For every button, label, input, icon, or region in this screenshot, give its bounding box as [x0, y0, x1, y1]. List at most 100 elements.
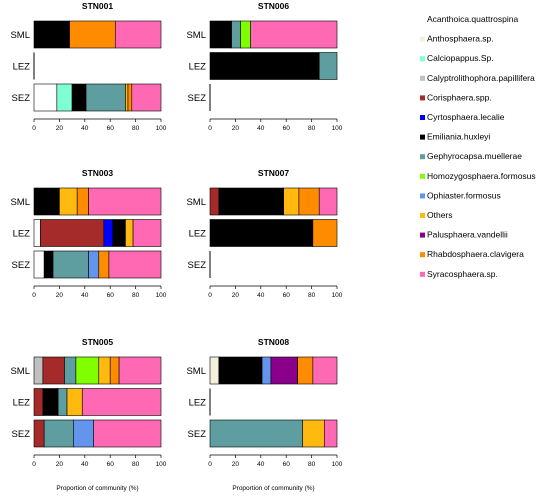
- bar-segment-syracosphaera-sp-: [250, 20, 338, 49]
- x-tick-label: 100: [156, 125, 167, 132]
- row-label: LEZ: [13, 62, 31, 73]
- bar-segment-others: [98, 356, 111, 385]
- x-tick-label: 20: [56, 292, 64, 299]
- panel-title: STN006: [258, 1, 289, 11]
- legend-label: Palusphaera.vandellii: [427, 230, 508, 240]
- x-tick-label: 0: [208, 125, 212, 132]
- bar-segment-gephyrocapsa-muellerae: [85, 83, 126, 112]
- bar-segment-others: [125, 219, 134, 247]
- legend-swatch: [420, 173, 425, 179]
- row-label: SML: [10, 366, 30, 377]
- x-tick-label: 60: [107, 125, 115, 132]
- row-label: SEZ: [188, 93, 207, 104]
- bar-row-sml: SML: [186, 20, 338, 49]
- bar-segment-gephyrocapsa-muellerae: [231, 20, 241, 49]
- bar-segment-emiliania-huxleyi: [218, 187, 284, 216]
- bar-row-sez: SEZ: [188, 419, 338, 448]
- row-label: SEZ: [12, 93, 31, 104]
- bar-segment-corisphaera-spp-: [33, 419, 45, 448]
- bar-segment-others: [66, 388, 83, 416]
- legend-entry: Syracosphaera.sp.: [420, 269, 498, 279]
- bar-segment-rhabdosphaera-clavigera: [312, 219, 338, 247]
- x-tick-label: 20: [232, 461, 240, 468]
- panel-stn005: STN005 SML LEZ SEZ 0 20 40 60 80 100: [10, 337, 166, 468]
- x-tick-label: 40: [81, 461, 89, 468]
- bar-segment-rhabdosphaera-clavigera: [298, 187, 320, 216]
- legend: Acanthoica.quattrospina Anthosphaera.sp. C…: [420, 14, 536, 279]
- legend-label: Cyrtosphaera.lecalie: [427, 112, 505, 122]
- x-axis-title: Proportion of community (%): [232, 485, 314, 492]
- bar-row-lez: LEZ: [13, 52, 35, 80]
- bar-segment-corisphaera-spp-: [40, 219, 105, 247]
- bar-row-lez: LEZ: [189, 388, 211, 416]
- bar-segment-gephyrocapsa-muellerae: [57, 388, 68, 416]
- legend-entry: Others: [420, 210, 453, 220]
- panel-stn001: STN001 SML LEZ SEZ 0 20 40 60 80 100: [10, 1, 166, 132]
- bar-segment-homozygosphaera-formosus: [240, 20, 251, 49]
- bar-segment-cyrtosphaera-lecalie: [103, 219, 114, 247]
- panel-stn007: STN007 SML LEZ SEZ 0 20 40 60 80 100: [186, 168, 342, 299]
- x-tick-label: 100: [332, 292, 343, 299]
- legend-swatch: [420, 232, 425, 238]
- x-tick-label: 100: [332, 125, 343, 132]
- x-tick-label: 20: [56, 125, 64, 132]
- bar-row-lez: LEZ: [189, 219, 338, 247]
- x-tick-label: 80: [132, 461, 140, 468]
- bar-segment-syracosphaera-sp-: [114, 20, 162, 49]
- bar-segment-anthosphaera-sp-: [209, 356, 220, 385]
- legend-swatch: [420, 115, 425, 120]
- legend-entry: Palusphaera.vandellii: [420, 230, 508, 240]
- bar-segment-rhabdosphaera-clavigera: [109, 356, 120, 385]
- x-tick-label: 20: [232, 125, 240, 132]
- x-tick-label: 40: [257, 461, 265, 468]
- bar-segment-emiliania-huxleyi: [218, 356, 263, 385]
- bar-row-sez: SEZ: [12, 419, 162, 448]
- panel-stn003: STN003 SML LEZ SEZ 0 20 40 60 80 100: [10, 168, 166, 299]
- x-tick-label: 60: [283, 125, 291, 132]
- x-axis: 0 20 40 60 80 100: [32, 285, 167, 299]
- legend-label: Calyptrolithophora.papillifera: [427, 73, 535, 83]
- bar-row-sml: SML: [10, 187, 162, 216]
- legend-swatch: [420, 271, 425, 277]
- legend-label: Corisphaera.spp.: [427, 92, 492, 102]
- legend-swatch: [420, 213, 425, 218]
- bar-segment-syracosphaera-sp-: [318, 187, 338, 216]
- row-label: LEZ: [13, 398, 31, 409]
- legend-swatch: [420, 252, 425, 258]
- x-tick-label: 100: [156, 292, 167, 299]
- bar-segment-syracosphaera-sp-: [323, 419, 338, 448]
- panel-title: STN007: [258, 168, 289, 178]
- legend-entry: Gephyrocapsa.muellerae: [420, 151, 522, 161]
- legend-label: Ophiaster.formosus: [427, 190, 501, 200]
- legend-label: Rhabdosphaera.clavigera: [427, 249, 524, 259]
- bar-segment-acanthoica-quattrospina: [33, 250, 45, 279]
- x-axis: 0 20 40 60 80 100: [208, 118, 343, 132]
- bar-segment-corisphaera-spp-: [209, 187, 220, 216]
- legend-label: Others: [427, 210, 453, 220]
- legend-entry: Cyrtosphaera.lecalie: [420, 112, 505, 122]
- x-tick-label: 80: [132, 125, 140, 132]
- bar-row-sez: SEZ: [188, 251, 211, 278]
- x-tick-label: 0: [32, 292, 36, 299]
- bar-segment-emiliania-huxleyi: [33, 20, 70, 49]
- bar-segment-gephyrocapsa-muellerae: [318, 52, 338, 80]
- legend-entry: Anthosphaera.sp.: [420, 34, 494, 44]
- legend-entry: Calciopappus.Sp.: [420, 53, 494, 63]
- row-label: LEZ: [189, 62, 207, 73]
- bar-segment-rhabdosphaera-clavigera: [98, 250, 110, 279]
- bar-segment-gephyrocapsa-muellerae: [52, 250, 89, 279]
- bar-row-sez: SEZ: [12, 83, 162, 112]
- legend-entry: Ophiaster.formosus: [420, 190, 501, 200]
- x-tick-label: 80: [308, 292, 316, 299]
- legend-swatch: [420, 17, 425, 22]
- bar-segment-calciopappus-sp-: [56, 83, 73, 112]
- bar-segment-emiliania-huxleyi: [42, 388, 59, 416]
- x-axis: 0 20 40 60 80 100: [32, 118, 167, 132]
- x-axis-title: Proportion of community (%): [56, 485, 138, 492]
- legend-entry: Emiliania.huxleyi: [420, 132, 490, 142]
- bar-segment-rhabdosphaera-clavigera: [297, 356, 314, 385]
- x-tick-label: 0: [32, 461, 36, 468]
- x-tick-label: 60: [283, 292, 291, 299]
